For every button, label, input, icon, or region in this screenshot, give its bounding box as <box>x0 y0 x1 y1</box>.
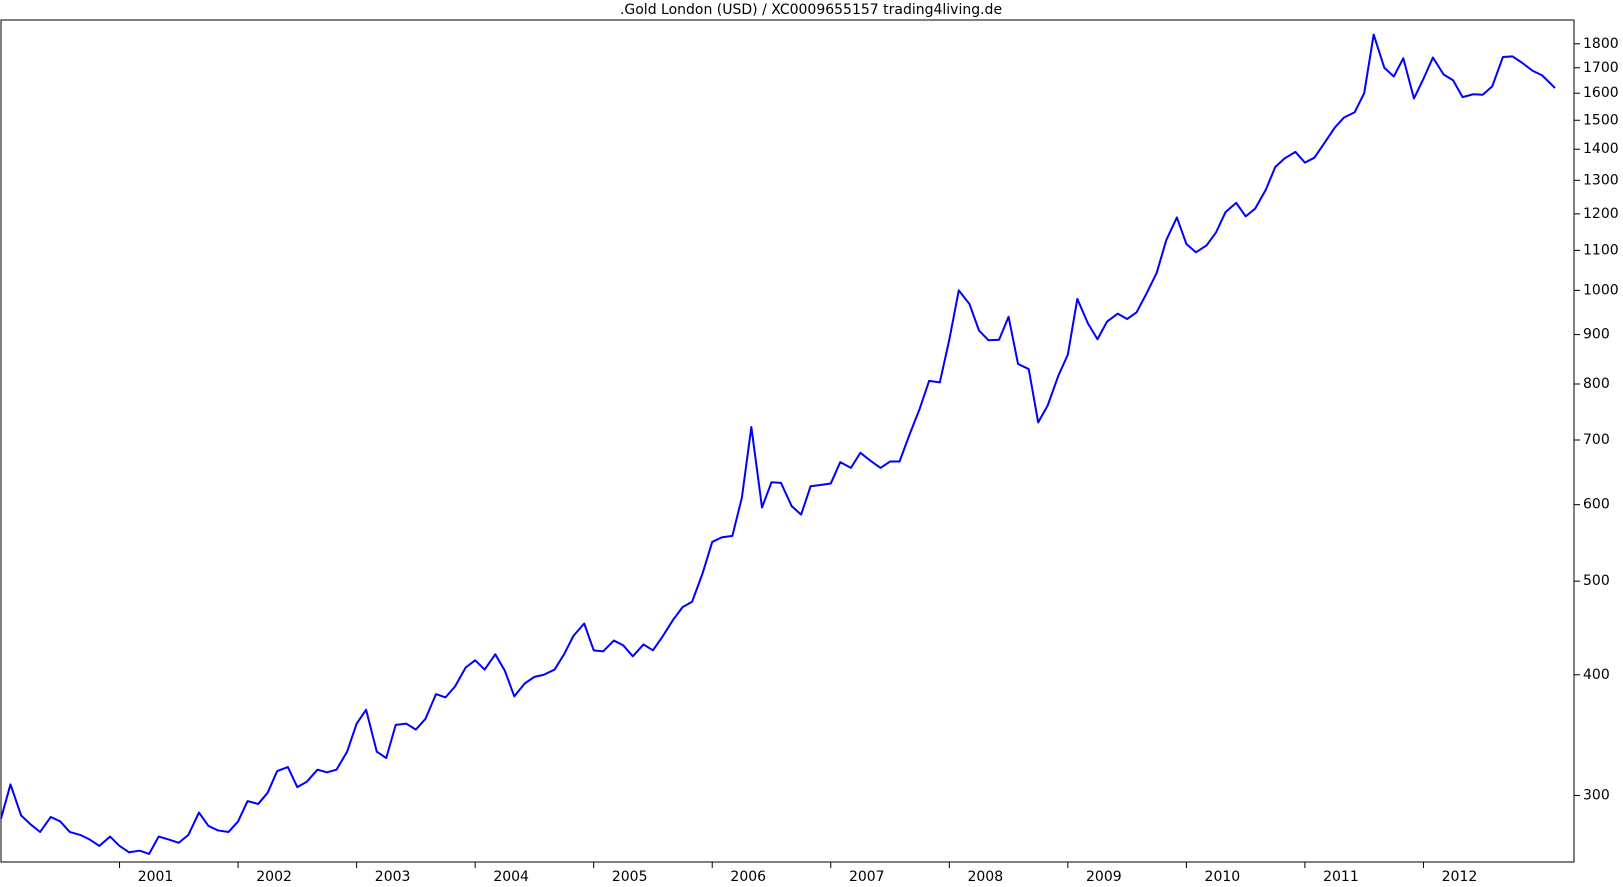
y-tick-label: 1700 <box>1583 60 1619 76</box>
x-tick-label: 2012 <box>1442 869 1478 885</box>
y-tick-label: 500 <box>1583 573 1610 589</box>
price-line <box>0 33 1556 855</box>
y-tick-label: 400 <box>1583 667 1610 683</box>
y-tick-label: 900 <box>1583 327 1610 343</box>
y-tick-label: 300 <box>1583 787 1610 803</box>
x-tick-label: 2003 <box>375 869 411 885</box>
x-tick-label: 2001 <box>138 869 174 885</box>
y-tick-label: 1200 <box>1583 206 1619 222</box>
y-tick-label: 700 <box>1583 432 1610 448</box>
chart-title: .Gold London (USD) / XC0009655157 tradin… <box>620 2 1002 18</box>
x-tick-label: 2010 <box>1205 869 1241 885</box>
x-tick-label: 2008 <box>967 869 1003 885</box>
x-tick-label: 2004 <box>493 869 529 885</box>
x-tick-label: 2002 <box>256 869 292 885</box>
x-tick-label: 2009 <box>1086 869 1122 885</box>
y-tick-label: 1300 <box>1583 172 1619 188</box>
y-tick-label: 1600 <box>1583 85 1619 101</box>
x-tick-label: 2005 <box>612 869 648 885</box>
x-tick-label: 2006 <box>730 869 766 885</box>
y-tick-label: 600 <box>1583 497 1610 513</box>
x-tick-label: 2011 <box>1323 869 1359 885</box>
plot-frame <box>0 19 1575 863</box>
x-tick-label: 2007 <box>849 869 885 885</box>
y-tick-label: 1500 <box>1583 112 1619 128</box>
y-tick-label: 1100 <box>1583 242 1619 258</box>
y-tick-label: 800 <box>1583 376 1610 392</box>
y-tick-label: 1800 <box>1583 36 1619 52</box>
y-tick-label: 1400 <box>1583 141 1619 157</box>
y-tick-label: 1000 <box>1583 282 1619 298</box>
